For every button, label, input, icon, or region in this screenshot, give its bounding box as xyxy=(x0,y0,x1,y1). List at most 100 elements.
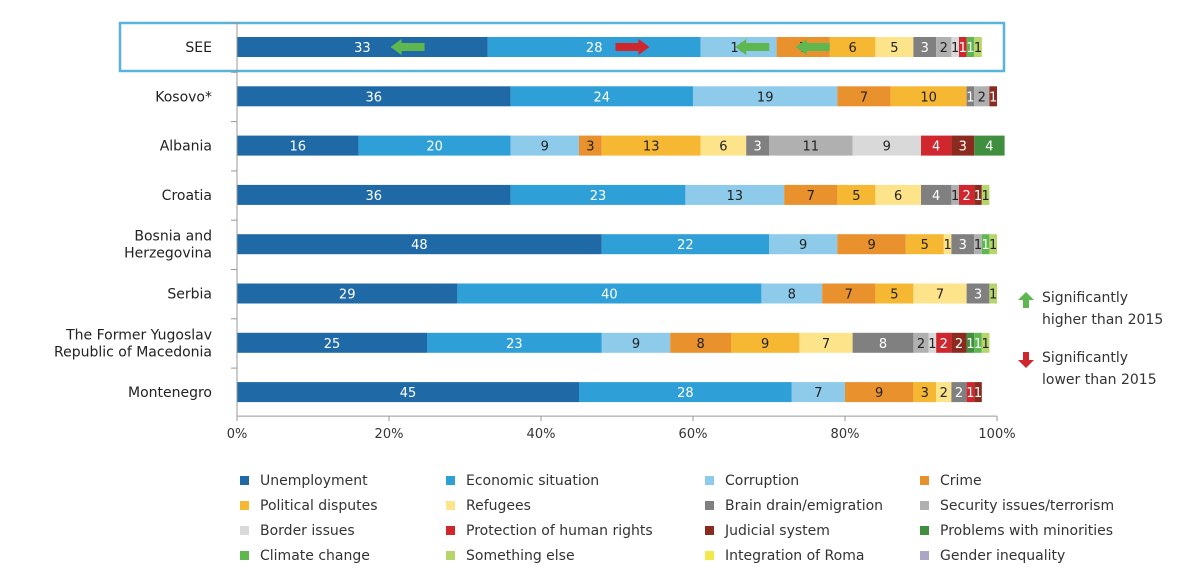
note-text: higher than 2015 xyxy=(1042,312,1163,328)
data-label: 7 xyxy=(822,337,830,352)
arrow-up-icon xyxy=(1018,292,1034,308)
bar-serbia-refugees xyxy=(913,283,967,304)
data-label: 1 xyxy=(951,41,959,56)
data-label: 48 xyxy=(411,238,428,253)
data-label: 24 xyxy=(594,90,611,105)
data-label: 8 xyxy=(696,337,704,352)
legend-item-refugees: Refugees xyxy=(446,498,531,514)
bar-see-economic-situation xyxy=(487,37,701,57)
data-label: 9 xyxy=(867,238,875,253)
bar-the-former-yugoslav-republic-of-macedonia-something-else xyxy=(981,332,990,353)
data-label: 23 xyxy=(506,337,523,352)
data-label: 7 xyxy=(936,288,944,303)
x-tick-label: 60% xyxy=(679,427,708,442)
legend-item-crime: Crime xyxy=(920,473,982,489)
data-label: 19 xyxy=(757,90,774,105)
legend-item-brain-drain-emigration: Brain drain/emigration xyxy=(705,498,883,514)
data-label: 3 xyxy=(959,140,967,155)
data-label: 1 xyxy=(974,337,982,352)
bar-the-former-yugoslav-republic-of-macedonia-judicial-system xyxy=(951,332,967,353)
bar-bosnia-and-herzegovina-refugees xyxy=(943,234,952,255)
row-label: Bosnia and xyxy=(134,229,212,245)
bar-see-brain-drain-emigration xyxy=(913,37,937,57)
bar-kosovo-political-disputes xyxy=(890,86,967,107)
bar-serbia-political-disputes xyxy=(875,283,914,304)
row-label: Croatia xyxy=(162,188,212,204)
bar-albania-brain-drain-emigration xyxy=(746,135,769,156)
legend-label: Problems with minorities xyxy=(940,523,1113,539)
bar-kosovo-corruption xyxy=(693,86,838,107)
legend-swatch xyxy=(446,476,455,485)
bar-see-something-else xyxy=(974,37,982,57)
data-label: 2 xyxy=(955,337,963,352)
data-label: 1 xyxy=(974,238,982,253)
bar-croatia-something-else xyxy=(981,184,990,205)
x-tick-label: 0% xyxy=(227,427,248,442)
data-label: 20 xyxy=(426,140,443,155)
legend-label: Political disputes xyxy=(260,498,378,514)
bar-the-former-yugoslav-republic-of-macedonia-problems-with-minorities xyxy=(966,332,975,353)
bar-the-former-yugoslav-republic-of-macedonia-refugees xyxy=(799,332,853,353)
chart-rows: SEE332810765321111Kosovo*362419710121Alb… xyxy=(54,21,1006,403)
legend-swatch xyxy=(920,501,929,510)
bar-the-former-yugoslav-republic-of-macedonia-climate-change xyxy=(974,332,982,353)
legend-swatch xyxy=(705,476,714,485)
data-label: 16 xyxy=(290,140,307,155)
data-label: 6 xyxy=(894,189,902,204)
legend-swatch xyxy=(446,551,455,560)
legend: Unemployment Economic situation Corruption… xyxy=(240,473,1114,564)
legend-label: Corruption xyxy=(725,473,799,489)
bar-the-former-yugoslav-republic-of-macedonia-crime xyxy=(670,332,731,353)
row-label: The Former Yugoslav xyxy=(65,327,212,343)
data-label: 4 xyxy=(932,189,940,204)
legend-item-integration-of-roma: Integration of Roma xyxy=(705,548,864,564)
legend-swatch xyxy=(240,476,249,485)
legend-label: Unemployment xyxy=(260,473,368,489)
bar-bosnia-and-herzegovina-unemployment xyxy=(237,234,602,255)
bar-the-former-yugoslav-republic-of-macedonia-political-disputes xyxy=(731,332,800,353)
data-label: 3 xyxy=(974,288,982,303)
bar-the-former-yugoslav-republic-of-macedonia-economic-situation xyxy=(427,332,602,353)
legend-label: Protection of human rights xyxy=(466,523,653,539)
data-label: 2 xyxy=(978,90,986,105)
bar-croatia-unemployment xyxy=(237,184,511,205)
x-tick-label: 20% xyxy=(375,427,404,442)
data-label: 9 xyxy=(875,386,883,401)
row-label: Albania xyxy=(160,139,212,155)
data-label: 11 xyxy=(803,140,820,155)
data-label: 9 xyxy=(761,337,769,352)
legend-item-climate-change: Climate change xyxy=(240,548,370,564)
row-label: Herzegovina xyxy=(124,246,212,262)
legend-label: Gender inequality xyxy=(940,548,1065,564)
data-label: 36 xyxy=(366,90,383,105)
data-label: 13 xyxy=(643,140,660,155)
legend-swatch xyxy=(446,501,455,510)
bar-see-refugees xyxy=(875,37,914,57)
bar-kosovo-security-issues-terrorism xyxy=(974,86,990,107)
bar-albania-unemployment xyxy=(237,135,359,156)
data-label: 28 xyxy=(586,41,603,56)
bar-kosovo-economic-situation xyxy=(510,86,693,107)
data-label: 29 xyxy=(339,288,356,303)
row-see: SEE332810765321111 xyxy=(118,21,1006,73)
note-higher: Significantly higher than 2015 xyxy=(1018,290,1163,328)
bar-see-protection-of-human-rights xyxy=(959,37,967,57)
bar-the-former-yugoslav-republic-of-macedonia-brain-drain-emigration xyxy=(852,332,914,353)
legend-label: Border issues xyxy=(260,523,355,539)
row-label: Republic of Macedonia xyxy=(54,344,212,360)
row-croatia: Croatia 36 23 13 7 5 6 4 1 2 1 1 xyxy=(162,184,990,205)
bar-montenegro-judicial-system xyxy=(974,382,982,403)
legend-swatch xyxy=(920,526,929,535)
legend-label: Crime xyxy=(940,473,982,489)
bar-bosnia-and-herzegovina-brain-drain-emigration xyxy=(951,234,975,255)
data-label: 2 xyxy=(955,386,963,401)
data-label: 40 xyxy=(601,288,618,303)
legend-swatch xyxy=(705,551,714,560)
significance-arrow-higher xyxy=(390,39,425,55)
data-label: 1 xyxy=(966,337,974,352)
legend-item-unemployment: Unemployment xyxy=(240,473,368,489)
data-label: 4 xyxy=(985,140,993,155)
legend-swatch xyxy=(920,551,929,560)
